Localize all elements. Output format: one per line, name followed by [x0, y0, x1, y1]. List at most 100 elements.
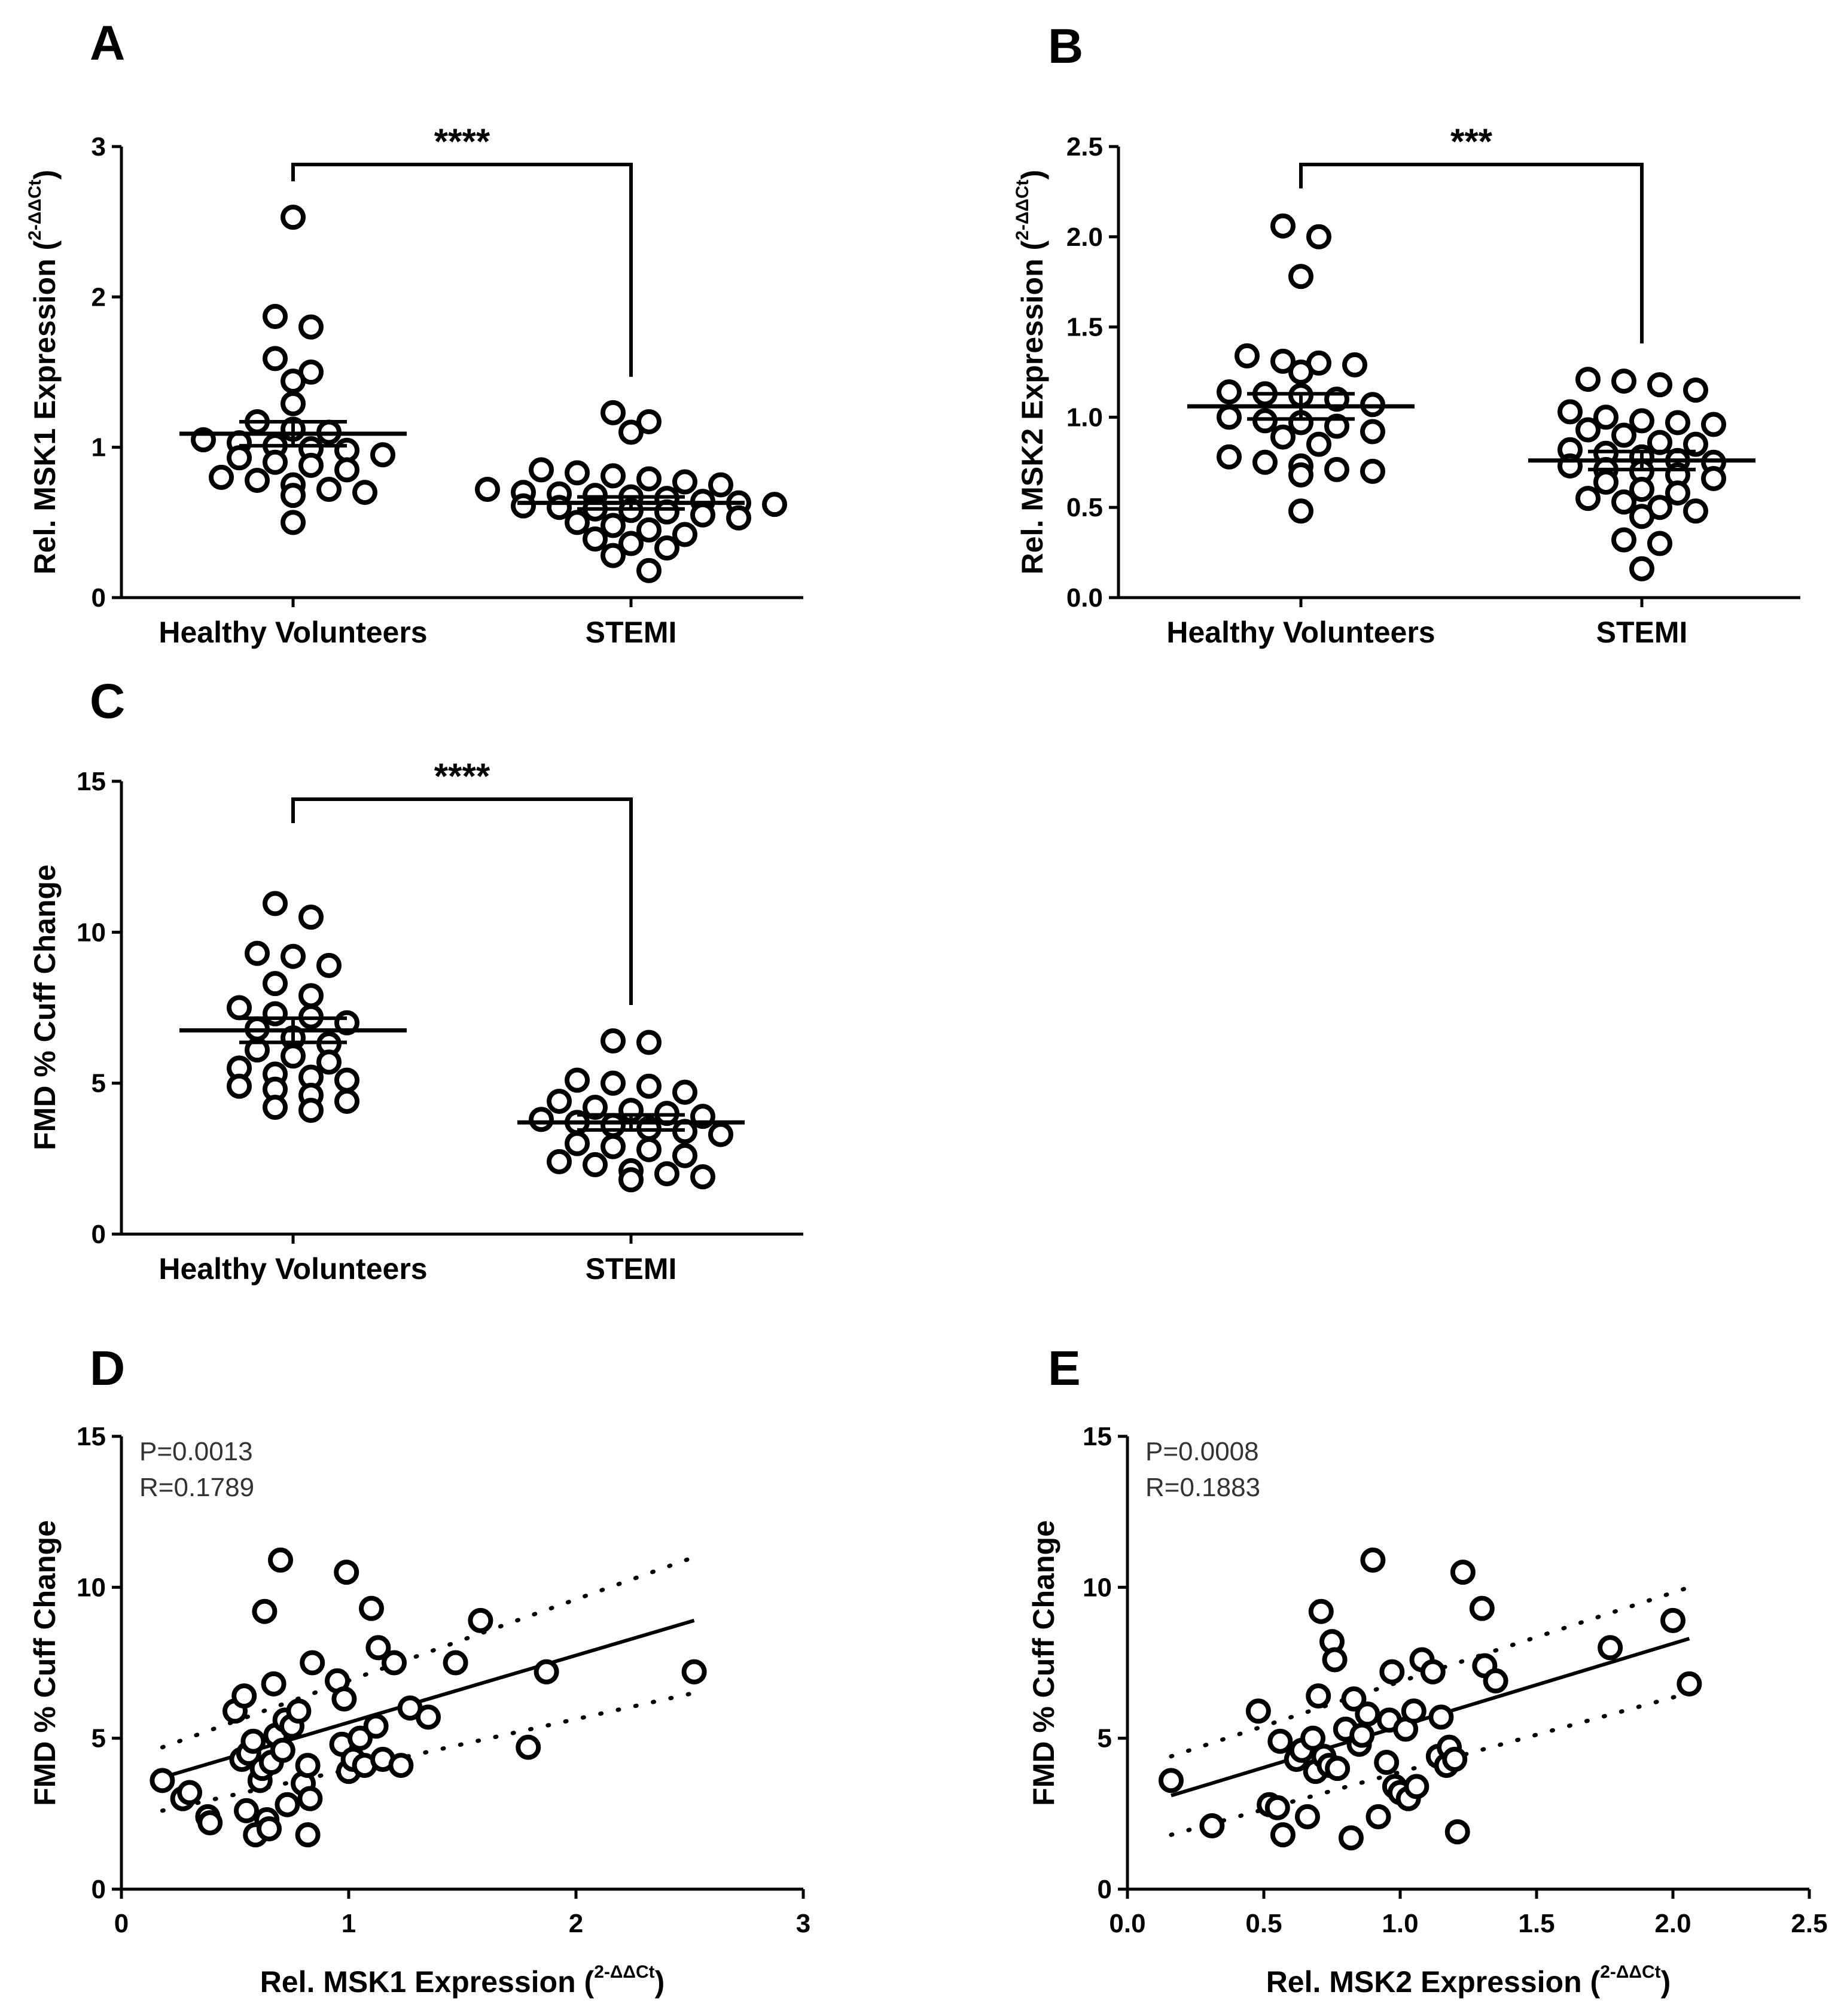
panel-b: B 0.0 0.5 1.0 1.5 2.0 2.5 Rel. MSK2 Expression …	[1013, 19, 1800, 649]
data-point	[1701, 465, 1726, 491]
data-point	[388, 1753, 414, 1779]
data-point	[1469, 1595, 1495, 1621]
x-tick-label: 2.5	[1791, 1909, 1827, 1938]
data-point	[300, 1650, 325, 1676]
data-point	[1360, 458, 1385, 484]
significance-bracket	[291, 797, 633, 1006]
data-point	[263, 971, 288, 997]
y-tick-label: 3	[92, 132, 106, 162]
data-point	[316, 1049, 342, 1075]
data-point	[1342, 352, 1367, 377]
data-point	[1341, 1686, 1367, 1712]
panel-c: C 0 5 10 15 FMD % Cuff Change Healthy Voluntee…	[28, 674, 803, 1286]
data-point	[281, 483, 306, 508]
data-point	[1217, 404, 1242, 430]
data-point	[636, 1137, 662, 1162]
data-point	[636, 409, 662, 434]
data-point	[601, 513, 626, 538]
data-point	[270, 1737, 295, 1763]
data-point	[263, 304, 288, 330]
panel-a: A 0 1 2 3 Rel. MSK1 Expression (2-ΔΔCt) Health…	[25, 16, 803, 649]
data-point	[534, 1659, 559, 1685]
significance-bracket	[291, 163, 633, 377]
data-point	[298, 452, 324, 478]
x-axis-title: Rel. MSK2 Expression (2-ΔΔCt)	[1266, 1962, 1671, 1999]
data-point	[331, 1686, 357, 1712]
data-point	[1683, 498, 1708, 524]
x-tick-label: Healthy Volunteers	[159, 616, 427, 649]
data-point	[263, 891, 288, 916]
data-point	[1235, 343, 1260, 369]
data-point	[263, 1001, 288, 1027]
data-point	[281, 1043, 306, 1069]
data-point	[334, 1067, 359, 1093]
panel-label-c: C	[90, 674, 125, 729]
data-point	[1444, 1819, 1470, 1845]
data-point	[636, 1030, 662, 1055]
y-axis-title-main: Rel. MSK2 Expression (	[1016, 240, 1049, 574]
data-point	[1325, 1756, 1351, 1781]
data-point	[1575, 486, 1601, 511]
data-point	[227, 1073, 252, 1099]
data-point	[263, 1095, 288, 1120]
data-point	[565, 460, 590, 486]
y-tick-label: 2.0	[1066, 223, 1103, 252]
data-point	[690, 1164, 715, 1190]
data-point	[1401, 1698, 1427, 1724]
data-point	[1245, 1698, 1271, 1724]
significance-stars: ****	[434, 121, 490, 162]
data-point	[654, 535, 679, 561]
data-point	[762, 492, 787, 517]
x-tick-label: STEMI	[586, 1252, 677, 1286]
significance-bracket	[1299, 163, 1644, 344]
data-point	[636, 1073, 662, 1099]
data-point	[240, 1728, 266, 1754]
data-point	[1660, 1607, 1685, 1633]
data-point	[547, 495, 572, 520]
data-point	[1158, 1768, 1184, 1793]
x-tick-label: 0	[114, 1909, 129, 1938]
ci-upper-line	[1169, 1585, 1691, 1759]
panel-d: D 0 5 10 15 FMD % Cuff Change 0 1 2 3 Rel. MSK1 Ex…	[28, 1341, 810, 1999]
data-point	[1420, 1659, 1446, 1685]
data-point	[1322, 1647, 1348, 1673]
data-point	[1483, 1668, 1508, 1694]
data-point	[1557, 399, 1583, 425]
y-axis-title-superscript: 2-ΔΔCt	[25, 179, 45, 240]
data-point	[565, 1067, 590, 1093]
data-point	[245, 1037, 270, 1063]
y-axis-title-superscript: 2-ΔΔCt	[1013, 179, 1032, 240]
data-point	[1450, 1560, 1476, 1585]
significance-stars: ****	[434, 756, 490, 796]
data-point	[468, 1607, 493, 1633]
data-point	[177, 1780, 202, 1805]
x-tick-label: 3	[796, 1909, 810, 1938]
x-axis-title-end: )	[1661, 1965, 1671, 1999]
y-tick-label: 2.5	[1066, 132, 1103, 162]
data-point	[316, 477, 342, 503]
data-point	[1306, 1683, 1331, 1709]
y-tick-label: 10	[77, 1573, 106, 1602]
x-tick-label: STEMI	[586, 616, 677, 649]
data-point	[1270, 1822, 1296, 1848]
data-point	[316, 952, 342, 978]
data-point	[1442, 1746, 1468, 1772]
data-point	[416, 1704, 441, 1730]
p-value-text: P=0.0013	[139, 1437, 253, 1466]
r-value-text: R=0.1883	[1145, 1473, 1260, 1502]
data-point	[1629, 556, 1654, 581]
data-point	[636, 517, 662, 543]
data-point	[601, 400, 626, 425]
data-point	[295, 1822, 321, 1848]
data-point	[252, 1598, 278, 1624]
data-point	[529, 457, 554, 483]
data-point	[281, 943, 306, 969]
x-tick-label: STEMI	[1596, 616, 1688, 649]
data-point	[583, 1152, 608, 1177]
data-point	[1665, 410, 1690, 436]
x-tick-label: 0.5	[1245, 1909, 1282, 1938]
data-point	[1593, 469, 1619, 495]
data-point	[1598, 1635, 1623, 1661]
y-axis-title-end: )	[1016, 170, 1049, 180]
y-tick-label: 0	[92, 1875, 106, 1904]
